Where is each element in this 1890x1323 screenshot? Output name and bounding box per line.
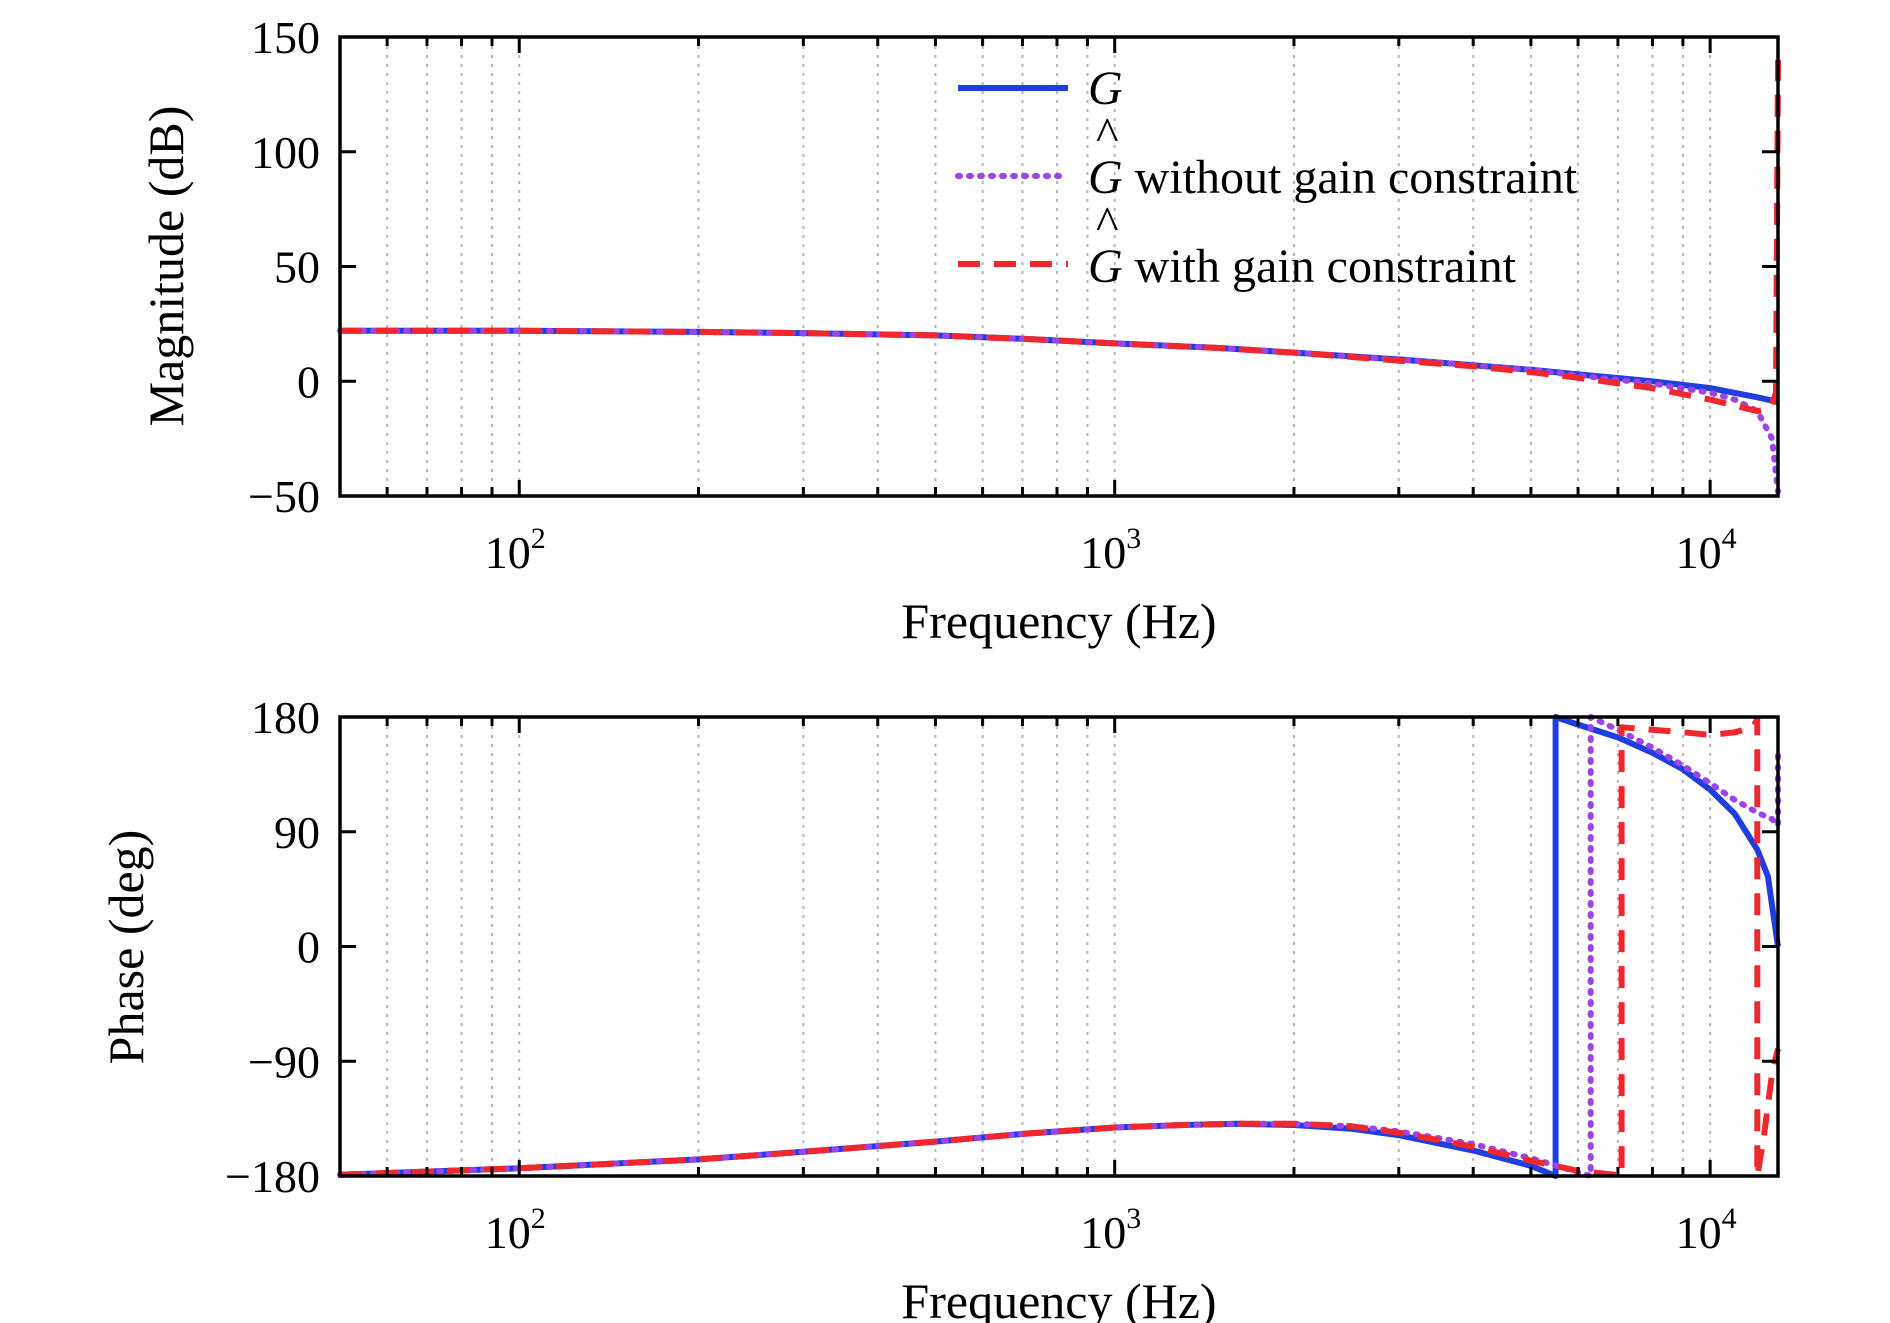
magnitude-xlabel: Frequency (Hz) — [901, 593, 1216, 649]
phase-xtick-label: 103 — [1080, 1202, 1141, 1258]
legend-text-ghat-with: with gain constraint — [1123, 240, 1517, 293]
phase-series-line-1 — [337, 714, 1781, 1179]
magnitude-series-line-1 — [337, 327, 1781, 495]
legend-entry-ghat-with: G with gain constraint — [1088, 240, 1517, 293]
phase-ytick-labels: 180 90 0 −90 −180 — [225, 692, 320, 1202]
phase-panel: 180 90 0 −90 −180 102 103 104 Phase (deg) Freq… — [98, 692, 1781, 1323]
phase-axes-frame — [338, 715, 1780, 1178]
legend-symbol-ghat-with: G — [1088, 240, 1123, 293]
legend: G ^ G without gain constraint ^ G with g… — [955, 62, 1578, 293]
phase-xlabel: Frequency (Hz) — [901, 1273, 1216, 1323]
phase-ytick-label: 90 — [274, 807, 320, 858]
magnitude-tick-marks — [340, 35, 1778, 498]
magnitude-ytick-label: 50 — [274, 242, 320, 293]
magnitude-ytick-label: 100 — [251, 127, 320, 178]
phase-ytick-label: −90 — [248, 1036, 320, 1087]
magnitude-ylabel: Magnitude (dB) — [138, 106, 194, 427]
magnitude-xtick-label: 104 — [1676, 522, 1737, 578]
magnitude-series-line-2 — [340, 59, 1781, 415]
magnitude-series — [337, 59, 1781, 495]
magnitude-xtick-label: 103 — [1080, 522, 1141, 578]
phase-series-line-2 — [339, 716, 1781, 1179]
magnitude-axes-frame — [338, 35, 1780, 498]
phase-grid — [386, 717, 1712, 1176]
phase-xtick-label: 104 — [1676, 1202, 1737, 1258]
phase-tick-marks — [340, 715, 1778, 1178]
magnitude-ytick-label: 0 — [297, 356, 320, 407]
legend-hat-with: ^ — [1096, 197, 1119, 250]
phase-ylabel: Phase (deg) — [98, 830, 154, 1065]
legend-hat-without: ^ — [1096, 108, 1119, 161]
phase-ytick-label: 180 — [251, 692, 320, 743]
phase-series — [337, 714, 1781, 1179]
legend-entry-ghat-without: G without gain constraint — [1088, 151, 1578, 204]
phase-ytick-label: −180 — [225, 1151, 320, 1202]
phase-ytick-label: 0 — [297, 922, 320, 973]
magnitude-xtick-labels: 102 103 104 — [485, 522, 1737, 578]
magnitude-panel: 150 100 50 0 −50 102 103 104 Magnitude (dB) Fr… — [138, 12, 1781, 649]
legend-symbol-ghat-without: G — [1088, 151, 1123, 204]
magnitude-ytick-label: −50 — [248, 471, 320, 522]
phase-series-line-0 — [339, 714, 1781, 1179]
magnitude-ytick-labels: 150 100 50 0 −50 — [248, 12, 320, 522]
magnitude-xtick-label: 102 — [485, 522, 546, 578]
magnitude-ytick-label: 150 — [251, 12, 320, 63]
phase-xtick-labels: 102 103 104 — [485, 1202, 1737, 1258]
legend-entry-g: G — [1088, 62, 1123, 115]
legend-text-ghat-without: without gain constraint — [1123, 151, 1578, 204]
phase-xtick-label: 102 — [485, 1202, 546, 1258]
legend-symbol-g: G — [1088, 62, 1123, 115]
